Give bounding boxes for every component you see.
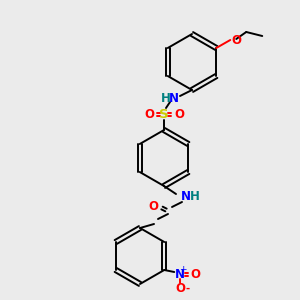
Text: O: O	[231, 34, 241, 46]
Text: O: O	[190, 268, 200, 281]
Text: H: H	[190, 190, 200, 202]
Text: S: S	[159, 107, 169, 121]
Text: O: O	[175, 283, 185, 296]
Text: N: N	[181, 190, 191, 202]
Text: O: O	[144, 107, 154, 121]
Text: N: N	[175, 268, 185, 281]
Text: O: O	[174, 107, 184, 121]
Text: -: -	[185, 284, 190, 294]
Text: +: +	[179, 265, 187, 274]
Text: H: H	[161, 92, 171, 104]
Text: N: N	[169, 92, 179, 104]
Text: O: O	[148, 200, 158, 212]
